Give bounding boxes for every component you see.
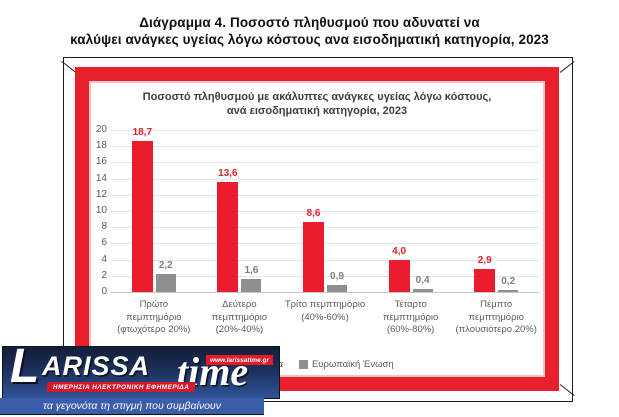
y-tick-label: 8 <box>101 221 107 233</box>
larissatime-logo: L ARISSA www.larissatime.gr time ΗΜΕΡΗΣΙ… <box>2 346 280 399</box>
bar-eu-4 <box>412 289 433 292</box>
gridline <box>111 146 539 148</box>
bar-value-label: 13,6 <box>218 168 238 179</box>
bar-greece-4 <box>388 260 410 292</box>
gridline <box>111 194 539 196</box>
category-label-5: Πέμπτο πεμπτημόριο (πλουσιότερο 20%) <box>455 299 537 335</box>
gridline <box>111 275 539 277</box>
y-tick-label: 6 <box>101 237 107 249</box>
logo-initial-letter: L <box>10 346 40 393</box>
category-label-1: Πρώτο πεμπτημόριο (φτωχότερο 20%) <box>117 299 191 335</box>
bar-eu-1 <box>155 274 176 292</box>
bar-value-label: 0,9 <box>330 271 344 282</box>
y-tick-label: 20 <box>95 124 107 135</box>
chart-area: Ποσοστό πληθυσμού με ακάλυπτες ανάγκες υ… <box>91 83 543 375</box>
logo-brand-text: ARISSA <box>42 351 151 381</box>
gridline <box>111 227 539 229</box>
gridline <box>111 162 539 164</box>
page-title-line1: Διάγραμμα 4. Ποσοστό πληθυσμού που αδυνα… <box>139 15 480 30</box>
legend-swatch <box>298 360 308 369</box>
red-frame: Ποσοστό πληθυσμού με ακάλυπτες ανάγκες υ… <box>75 67 559 391</box>
y-tick-label: 0 <box>101 286 107 297</box>
bar-eu-2 <box>241 279 262 292</box>
page-title: Διάγραμμα 4. Ποσοστό πληθυσμού που αδυνα… <box>0 14 619 48</box>
gridline <box>111 292 539 293</box>
bar-value-label: 1,6 <box>244 265 259 276</box>
gridline <box>111 211 539 212</box>
category-label-2: Δεύτερο πεμπτημόριο (20%-40%) <box>211 299 268 335</box>
bar-value-label: 2,2 <box>158 260 173 271</box>
chart-title-line2: ανά εισοδηματική κατηγορία, 2023 <box>226 105 408 117</box>
bar-value-label: 0,2 <box>501 276 516 287</box>
category-label-4: Τέταρτο πεμπτημόριο (60%-80%) <box>382 299 439 335</box>
gridline <box>111 178 539 180</box>
bar-greece-1 <box>131 141 153 292</box>
frame-corner-miter <box>61 61 77 73</box>
y-tick-label: 18 <box>95 140 107 152</box>
frame-corner-miter <box>559 384 575 396</box>
legend-label: Ευρωπαϊκή Ένωση <box>311 359 394 370</box>
bar-value-label: 0,4 <box>415 275 430 286</box>
logo-sub-badge: ΗΜΕΡΗΣΙΑ ΗΛΕΚΤΡΟΝΙΚΗ ΕΦΗΜΕΡΙΔΑ <box>46 382 197 392</box>
gridline <box>111 243 539 245</box>
logo-url-badge: www.larissatime.gr <box>206 355 274 365</box>
logo-slogan-strip: τα γεγονότα τη στιγμή που συμβαίνουν <box>0 398 264 415</box>
bar-greece-3 <box>303 222 324 292</box>
bar-greece-5 <box>474 269 496 292</box>
y-tick-label: 14 <box>95 172 107 184</box>
gridline <box>111 259 539 261</box>
page-title-line2: καλύψει ανάγκες υγείας λόγω κόστους ανα … <box>70 32 549 47</box>
gridline <box>111 130 539 131</box>
bar-value-label: 18,7 <box>132 127 153 138</box>
chart-title: Ποσοστό πληθυσμού με ακάλυπτες ανάγκες υ… <box>91 90 543 118</box>
bar-value-label: 8,6 <box>306 208 321 219</box>
chart-title-line1: Ποσοστό πληθυσμού με ακάλυπτες ανάγκες υ… <box>142 91 492 103</box>
bar-eu-3 <box>327 285 347 292</box>
category-label-3: Τρίτο πεμπτημόριο (40%-60%) <box>284 299 366 323</box>
legend-item-eu: Ευρωπαϊκή Ένωση <box>298 359 394 370</box>
plot-area: 18,7 2,2 13,6 1,6 8,6 0,9 4,0 0,4 2,9 0,2 <box>111 127 539 293</box>
bar-value-label: 4,0 <box>392 246 407 257</box>
frame-corner-miter <box>559 61 575 73</box>
y-tick-label: 10 <box>95 205 107 216</box>
logo-slogan: τα γεγονότα τη στιγμή που συμβαίνουν <box>43 400 221 412</box>
y-tick-label: 4 <box>101 253 107 265</box>
bar-eu-5 <box>498 290 519 292</box>
bar-value-label: 2,9 <box>477 255 492 266</box>
y-tick-label: 2 <box>101 269 107 281</box>
y-tick-label: 12 <box>95 188 107 200</box>
bar-greece-2 <box>217 182 239 292</box>
y-tick-label: 16 <box>95 156 107 168</box>
